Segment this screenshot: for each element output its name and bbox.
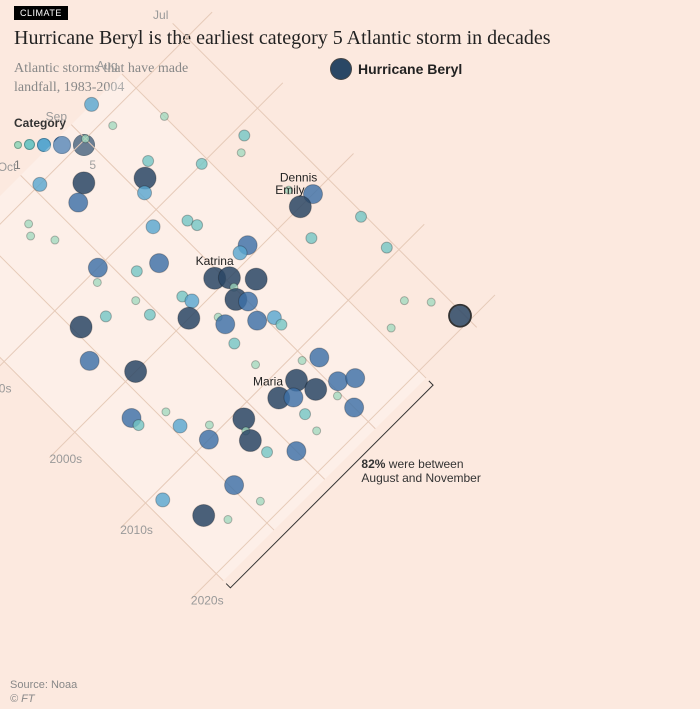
svg-text:1990s: 1990s: [0, 382, 11, 396]
page-title: Hurricane Beryl is the earliest category…: [14, 27, 686, 50]
svg-text:August and November: August and November: [361, 471, 480, 485]
svg-text:2020s: 2020s: [191, 594, 224, 608]
svg-text:82% were between: 82% were between: [361, 457, 463, 471]
beryl-legend: Hurricane Beryl: [330, 58, 462, 80]
storm-dot: [237, 128, 253, 144]
beryl-dot-icon: [330, 58, 352, 80]
storm-dot: [426, 296, 437, 307]
svg-text:Sep: Sep: [46, 109, 68, 123]
storm-label: Emily: [275, 183, 304, 197]
svg-text:2000s: 2000s: [49, 452, 82, 466]
svg-text:Oct: Oct: [0, 160, 17, 174]
storm-dot: [386, 322, 397, 333]
hurricane-scatter-chart: 1980s1990s2000s2010s2020sJulAugSepOctNov…: [0, 120, 700, 660]
source-label: Source: Noaa: [10, 679, 77, 691]
storm-label: Maria: [253, 374, 283, 388]
svg-text:Aug: Aug: [96, 59, 117, 73]
copyright-label: © FT: [10, 693, 35, 705]
storm-dot: [304, 230, 320, 246]
chart-svg: 1980s1990s2000s2010s2020sJulAugSepOctNov…: [0, 120, 700, 680]
storm-dot: [353, 209, 369, 225]
storm-dot: [379, 240, 395, 256]
svg-text:2010s: 2010s: [120, 523, 153, 537]
storm-label: Katrina: [196, 254, 234, 268]
storm-dot: [399, 295, 410, 306]
svg-text:Jul: Jul: [153, 8, 168, 22]
beryl-legend-label: Hurricane Beryl: [358, 61, 462, 77]
section-tag: CLIMATE: [14, 6, 68, 20]
storm-dot: [236, 147, 247, 158]
storm-beryl: [444, 300, 475, 331]
